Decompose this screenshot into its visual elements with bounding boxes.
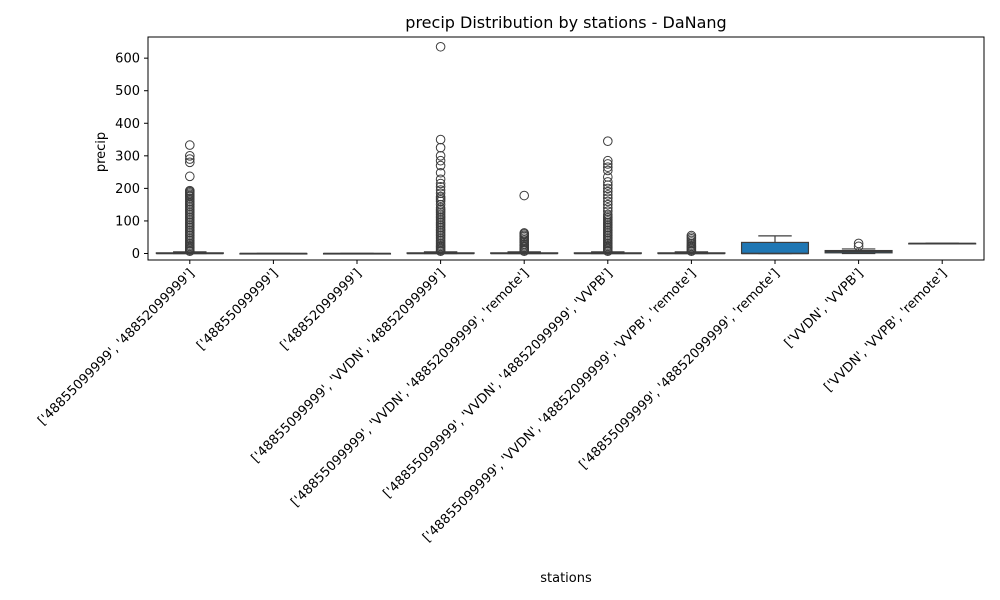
box-group bbox=[155, 140, 224, 257]
y-tick-label: 300 bbox=[115, 149, 140, 164]
outlier-point bbox=[603, 186, 613, 197]
x-tick-label: ['VVDN', 'VVPB'] bbox=[782, 266, 867, 351]
x-tick-label: ['48855099999'] bbox=[194, 266, 281, 353]
x-tick-label: ['48852099999'] bbox=[278, 266, 365, 353]
outlier-point bbox=[435, 185, 446, 195]
outlier-point bbox=[603, 155, 613, 166]
box-group bbox=[573, 136, 642, 257]
outlier-point bbox=[603, 206, 613, 216]
x-tick-label: ['48855099999', '48852099999'] bbox=[35, 266, 197, 428]
plot-frame bbox=[147, 36, 985, 261]
outlier-point bbox=[853, 241, 864, 252]
outlier-point bbox=[185, 140, 195, 150]
y-axis-label: precip bbox=[94, 132, 109, 172]
x-tick-label: ['48855099999', '48852099999', 'remote'] bbox=[576, 266, 782, 472]
outlier-point bbox=[435, 155, 446, 166]
outlier-point bbox=[519, 228, 530, 238]
chart-title: precip Distribution by stations - DaNang bbox=[405, 13, 726, 32]
outlier-point bbox=[603, 136, 613, 146]
x-axis-label: stations bbox=[540, 571, 592, 586]
outlier-point bbox=[603, 177, 613, 187]
outlier-point bbox=[435, 188, 446, 199]
box-group bbox=[740, 235, 810, 255]
outlier-point bbox=[603, 172, 613, 182]
outlier-point bbox=[603, 159, 613, 169]
outlier-point bbox=[435, 174, 446, 185]
box-group bbox=[322, 252, 392, 255]
box-group bbox=[406, 41, 475, 257]
outlier-point bbox=[185, 157, 195, 168]
outlier-point bbox=[185, 151, 195, 161]
outlier-point bbox=[435, 191, 446, 202]
outlier-point bbox=[435, 178, 446, 189]
outlier-point bbox=[603, 199, 613, 210]
outlier-point bbox=[435, 151, 446, 161]
outlier-point bbox=[435, 134, 446, 145]
x-tick-label: ['48855099999', 'VVDN', '48852099999'] bbox=[249, 266, 449, 466]
x-tick-label: ['48855099999', 'VVDN', '48852099999', '… bbox=[420, 266, 699, 545]
box-iqr bbox=[740, 241, 810, 255]
y-tick-label: 600 bbox=[115, 52, 140, 67]
outlier-point bbox=[603, 165, 613, 176]
y-axis: 0 100 200 300 400 500 600 bbox=[115, 52, 148, 262]
plot-area bbox=[147, 36, 985, 261]
y-tick-label: 0 bbox=[132, 247, 140, 262]
outlier-point bbox=[435, 160, 446, 171]
box-group bbox=[824, 238, 893, 255]
y-tick-label: 400 bbox=[115, 117, 140, 132]
y-tick-label: 100 bbox=[115, 214, 140, 229]
outlier-point bbox=[603, 162, 613, 173]
outlier-point bbox=[435, 41, 446, 52]
outlier-point bbox=[603, 183, 613, 194]
outlier-point bbox=[686, 230, 697, 241]
outlier-point bbox=[185, 185, 195, 196]
x-axis: ['48855099999', '48852099999']['48855099… bbox=[35, 260, 950, 545]
outlier-point bbox=[435, 142, 446, 153]
outlier-point bbox=[185, 171, 195, 182]
y-tick-label: 200 bbox=[115, 182, 140, 197]
outlier-point bbox=[603, 209, 613, 220]
outlier-point bbox=[853, 238, 864, 249]
box-group bbox=[908, 242, 977, 245]
outlier-point bbox=[435, 181, 446, 192]
box-group bbox=[239, 252, 308, 255]
box-group bbox=[490, 190, 559, 257]
outlier-point bbox=[603, 193, 613, 203]
box-group bbox=[657, 230, 726, 257]
outlier-point bbox=[435, 167, 446, 178]
outlier-point bbox=[603, 190, 613, 200]
outlier-point bbox=[603, 196, 613, 207]
outlier-point bbox=[519, 190, 530, 201]
y-tick-label: 500 bbox=[115, 84, 140, 99]
outlier-point bbox=[185, 154, 195, 164]
outlier-point bbox=[603, 203, 613, 213]
